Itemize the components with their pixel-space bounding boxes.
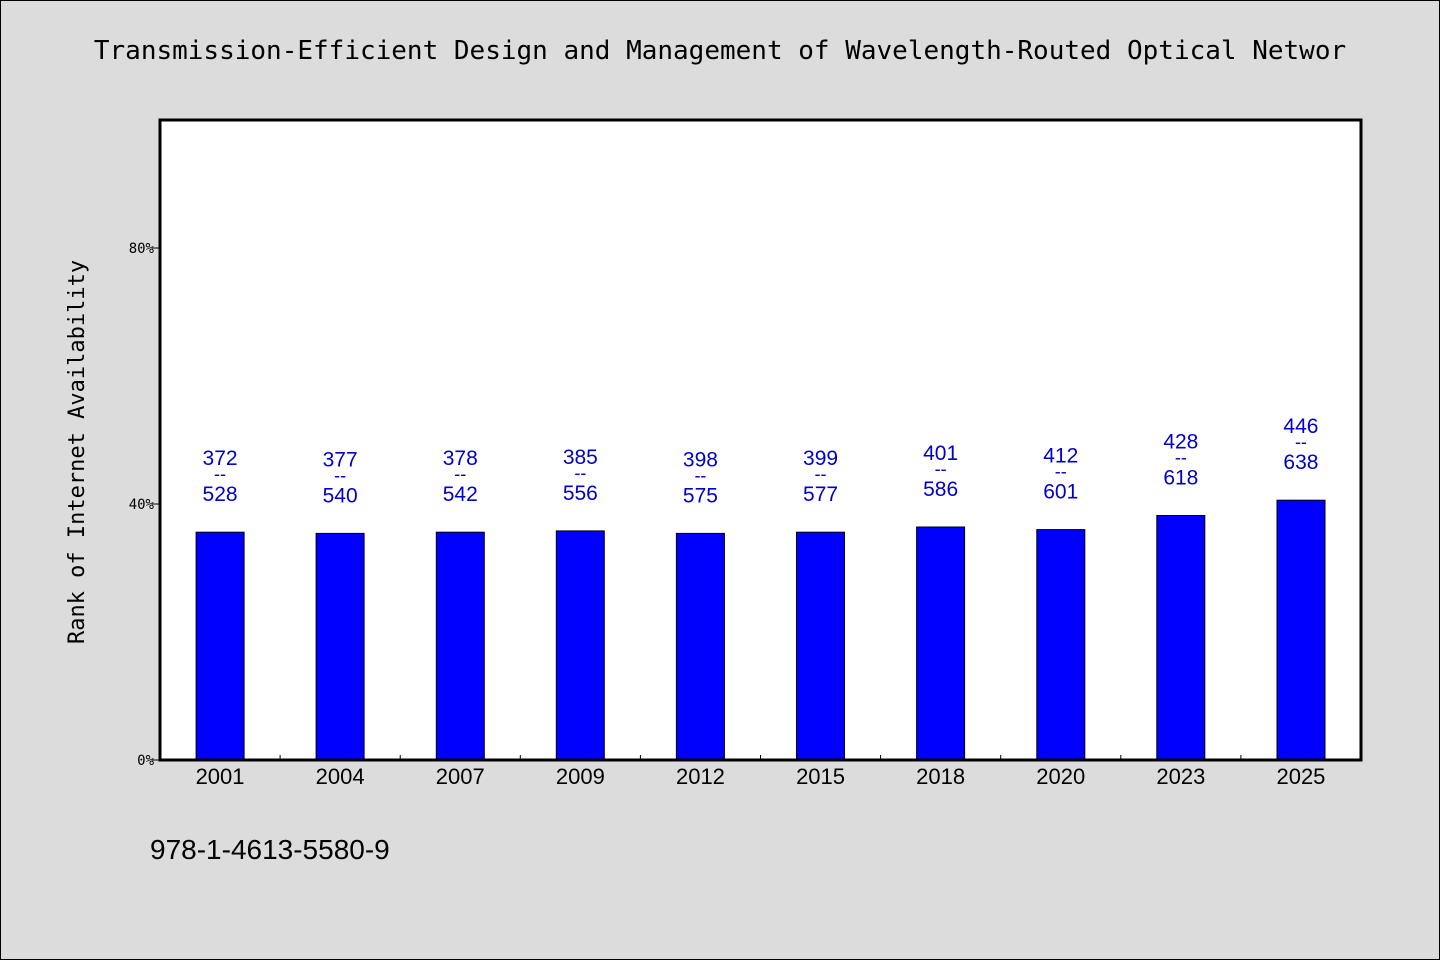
data-label-separator: -- <box>935 459 947 479</box>
bar-2025 <box>1276 499 1326 761</box>
bar-2015 <box>796 531 845 761</box>
data-label-separator: -- <box>1295 432 1307 452</box>
data-label-bottom: 528 <box>203 483 238 506</box>
data-label-separator: -- <box>1055 462 1067 482</box>
data-label-bottom: 618 <box>1163 467 1198 490</box>
y-tick-label: 0% <box>137 753 154 769</box>
x-tick-label: 2007 <box>436 764 485 789</box>
bar-2001 <box>195 531 245 761</box>
x-tick-label: 2025 <box>1276 764 1325 789</box>
data-label-separator: -- <box>334 465 346 485</box>
x-tick-label: 2023 <box>1156 764 1205 789</box>
x-tick-label: 2020 <box>1036 764 1085 789</box>
data-label-top: 446 <box>1283 415 1318 438</box>
data-label-top: 412 <box>1043 445 1078 468</box>
data-label-bottom: 575 <box>683 484 718 507</box>
data-label-bottom: 586 <box>923 478 958 501</box>
y-tick-label: 80% <box>129 241 155 257</box>
x-tick-label: 2001 <box>196 764 245 789</box>
data-label-top: 377 <box>323 448 358 471</box>
data-label-separator: -- <box>454 464 466 484</box>
data-label-separator: -- <box>214 464 226 484</box>
bar-2009 <box>555 530 605 761</box>
bar-2020 <box>1036 529 1086 761</box>
data-label-top: 401 <box>923 442 958 465</box>
data-label-top: 385 <box>563 446 598 469</box>
data-label-bottom: 540 <box>323 484 358 507</box>
chart-title: Transmission-Efficient Design and Manage… <box>93 36 1347 66</box>
data-label-separator: -- <box>694 465 706 485</box>
data-label-bottom: 601 <box>1043 481 1078 504</box>
data-label-top: 399 <box>803 447 838 470</box>
data-label-top: 378 <box>443 447 478 470</box>
y-axis-label: Rank of Internet Availability <box>65 260 90 644</box>
data-label-separator: -- <box>1175 448 1187 468</box>
data-label-top: 372 <box>203 447 238 470</box>
data-label-top: 398 <box>683 448 718 471</box>
data-label-separator: -- <box>815 464 827 484</box>
x-tick-label: 2015 <box>796 764 845 789</box>
data-label-bottom: 556 <box>563 482 598 505</box>
x-tick-label: 2009 <box>556 764 605 789</box>
data-label-bottom: 542 <box>443 483 478 506</box>
y-tick-label: 40% <box>129 497 155 513</box>
bar-2004 <box>315 532 365 761</box>
isbn-text: 978-1-4613-5580-9 <box>150 834 390 865</box>
x-tick-label: 2004 <box>316 764 365 789</box>
bar-2023 <box>1156 515 1206 761</box>
data-label-top: 428 <box>1163 431 1198 454</box>
x-tick-label: 2012 <box>676 764 725 789</box>
x-tick-label: 2018 <box>916 764 965 789</box>
bar-2007 <box>435 531 485 761</box>
data-label-bottom: 577 <box>803 483 838 506</box>
data-label-bottom: 638 <box>1283 451 1318 474</box>
bar-2018 <box>916 526 966 761</box>
bar-2012 <box>675 532 725 761</box>
data-label-separator: -- <box>574 463 586 483</box>
